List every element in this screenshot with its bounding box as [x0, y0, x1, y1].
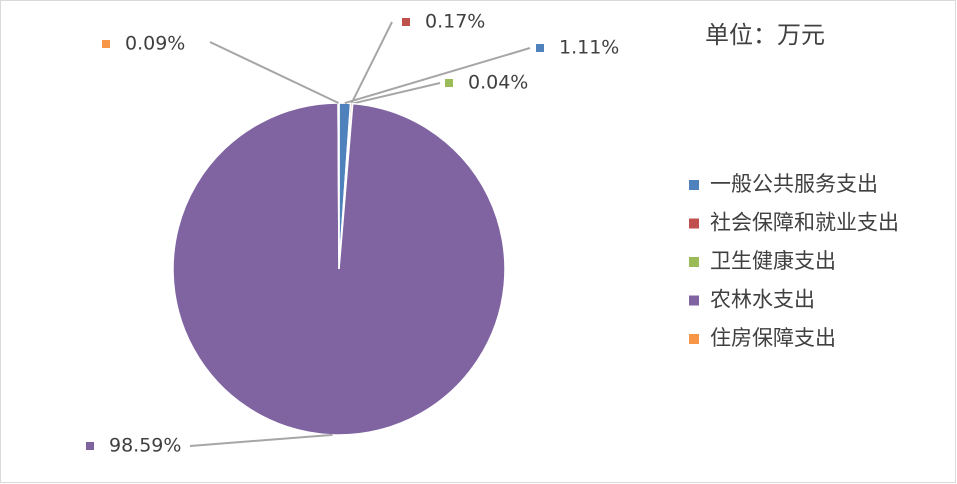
value-label: 0.04%: [468, 72, 528, 94]
legend-label: 农林水支出: [710, 288, 815, 312]
unit-annotation: 单位：万元: [705, 21, 825, 49]
legend-marker: [689, 257, 699, 267]
label-marker: [536, 44, 544, 52]
label-marker: [445, 79, 453, 87]
leader-line: [352, 82, 441, 105]
value-label: 0.17%: [425, 11, 485, 33]
leader-line: [344, 47, 531, 105]
legend-marker: [689, 295, 699, 306]
leader-line: [350, 21, 393, 104]
value-label: 98.59%: [109, 435, 181, 457]
legend-label: 社会保障和就业支出: [710, 211, 899, 235]
pie-slice: [337, 102, 340, 270]
value-label: 1.11%: [559, 37, 619, 59]
label-marker: [102, 40, 110, 48]
legend-label: 住房保障支出: [710, 326, 836, 350]
value-label: 0.09%: [125, 33, 185, 55]
legend-label: 一般公共服务支出: [710, 172, 878, 196]
legend-marker: [689, 334, 699, 344]
label-marker: [402, 18, 410, 26]
legend-marker: [689, 218, 699, 229]
legend-label: 卫生健康支出: [710, 249, 836, 273]
legend-marker: [689, 180, 699, 190]
leader-line: [209, 41, 339, 104]
leader-line: [189, 433, 333, 447]
label-marker: [86, 442, 94, 450]
